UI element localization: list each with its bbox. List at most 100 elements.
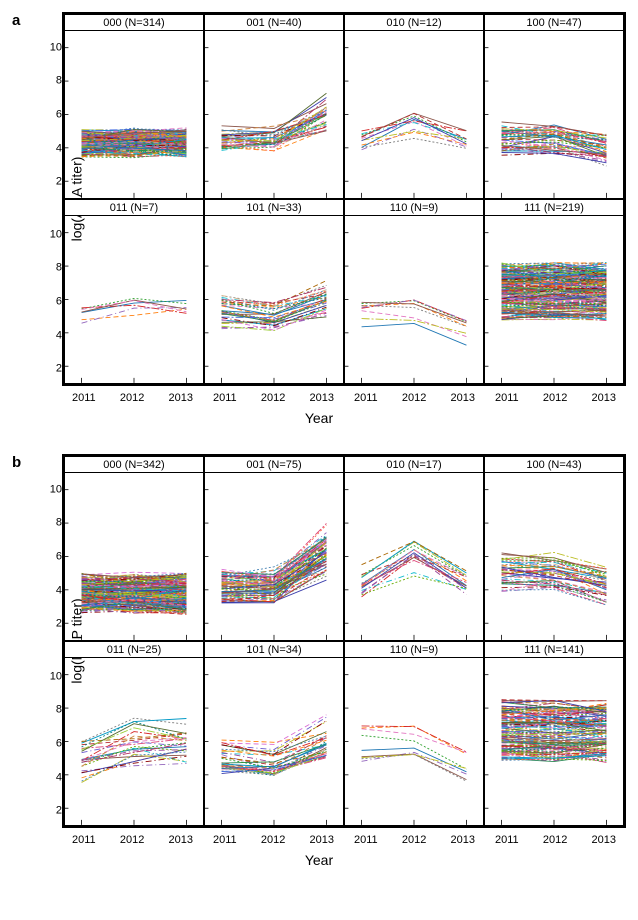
facet-cell: 100 (N=43) — [484, 456, 624, 641]
x-tick: 2012 — [120, 392, 144, 404]
plot-area — [205, 473, 343, 640]
series-line — [222, 93, 327, 136]
plot-area — [205, 216, 343, 383]
facet-cell: 110 (N=9) — [344, 641, 484, 826]
x-ticks: 2011 2012 2013 — [485, 834, 626, 846]
plot-svg — [65, 473, 203, 640]
facet-cell: 010 (N=17) — [344, 456, 484, 641]
facet-title: 001 (N=40) — [205, 15, 343, 31]
plot-svg — [345, 31, 483, 198]
figure: a224466881010log(AMA titer)000 (N=314)00… — [12, 12, 626, 868]
plot-svg — [485, 473, 623, 640]
y-tick: 10 — [50, 229, 62, 240]
series-line — [222, 715, 327, 745]
x-tick: 2012 — [402, 834, 426, 846]
facet-cell: 011 (N=25) — [64, 641, 204, 826]
y-axis: 224466881010log(MSP titer) — [36, 454, 62, 828]
facet-cell: 100 (N=47) — [484, 14, 624, 199]
plot-area — [345, 658, 483, 825]
x-ticks: 201120122013 — [62, 834, 203, 846]
plot-svg — [485, 216, 623, 383]
series-line — [82, 300, 187, 312]
plot-svg — [345, 216, 483, 383]
x-tick: 2013 — [592, 392, 616, 404]
x-ticks: 201120122013 — [203, 392, 344, 404]
y-tick: 4 — [56, 330, 62, 341]
x-tick: 2012 — [402, 392, 426, 404]
facet-cell: 000 (N=314) — [64, 14, 204, 199]
plot-area — [205, 31, 343, 198]
plot-area — [345, 31, 483, 198]
panel-group-b: b224466881010log(MSP titer)000 (N=342)00… — [12, 454, 626, 868]
plot-svg — [345, 658, 483, 825]
y-tick: 6 — [56, 109, 62, 120]
y-tick: 8 — [56, 705, 62, 716]
x-tick: 2012 — [261, 834, 285, 846]
x-tick: 2011 — [495, 392, 519, 404]
facet-cell: 001 (N=40) — [204, 14, 344, 199]
plot-svg — [345, 473, 483, 640]
facet-title: 100 (N=43) — [485, 457, 623, 473]
facet-title: 101 (N=34) — [205, 642, 343, 658]
panel-group-a: a224466881010log(AMA titer)000 (N=314)00… — [12, 12, 626, 426]
x-tick: 2012 — [543, 392, 567, 404]
y-tick: 10 — [50, 484, 62, 495]
x-tick: 2013 — [592, 834, 616, 846]
panel-label: a — [12, 12, 20, 29]
plot-svg — [65, 658, 203, 825]
series-line — [362, 324, 467, 346]
facet-title: 110 (N=9) — [345, 200, 483, 216]
facet-title: 110 (N=9) — [345, 642, 483, 658]
x-tick: 2011 — [354, 392, 378, 404]
x-tick-row: 2011201220132011201220132011201220132011… — [62, 392, 626, 404]
facet-title: 101 (N=33) — [205, 200, 343, 216]
series-line — [362, 755, 467, 769]
y-tick: 4 — [56, 772, 62, 783]
y-tick: 6 — [56, 738, 62, 749]
plot-svg — [65, 31, 203, 198]
x-ticks: 2011 2012 2013 — [344, 834, 485, 846]
facet-title: 010 (N=17) — [345, 457, 483, 473]
facet-grid: 000 (N=342)001 (N=75)010 (N=17)100 (N=43… — [62, 454, 626, 828]
x-tick: 2013 — [451, 834, 475, 846]
facet-title: 011 (N=25) — [65, 642, 203, 658]
facet-title: 011 (N=7) — [65, 200, 203, 216]
x-ticks: 201120122013 — [62, 392, 203, 404]
facet-cell: 111 (N=141) — [484, 641, 624, 826]
plot-area — [205, 658, 343, 825]
x-tick: 2011 — [495, 834, 519, 846]
plot-svg — [65, 216, 203, 383]
x-tick: 2013 — [169, 834, 193, 846]
x-axis-label: Year — [12, 852, 626, 868]
y-tick: 10 — [50, 671, 62, 682]
facet-title: 111 (N=219) — [485, 200, 623, 216]
y-tick: 6 — [56, 296, 62, 307]
y-axis: 224466881010log(AMA titer) — [36, 12, 62, 386]
x-tick: 2013 — [310, 392, 334, 404]
facet-cell: 001 (N=75) — [204, 456, 344, 641]
y-tick: 10 — [50, 42, 62, 53]
series-line — [362, 748, 467, 772]
facet-title: 100 (N=47) — [485, 15, 623, 31]
facet-cell: 000 (N=342) — [64, 456, 204, 641]
x-tick: 2011 — [213, 392, 237, 404]
plot-area — [65, 658, 203, 825]
x-tick: 2012 — [120, 834, 144, 846]
series-line — [222, 98, 327, 136]
y-tick: 2 — [56, 177, 62, 188]
facet-title: 111 (N=141) — [485, 642, 623, 658]
y-tick: 2 — [56, 806, 62, 817]
series-line — [362, 550, 467, 585]
plot-area — [485, 216, 623, 383]
y-tick: 8 — [56, 518, 62, 529]
plot-svg — [205, 216, 343, 383]
x-ticks: 201120122013 — [203, 834, 344, 846]
x-tick: 2011 — [354, 834, 378, 846]
series-line — [222, 733, 327, 742]
plot-area — [65, 216, 203, 383]
x-tick: 2012 — [543, 834, 567, 846]
series-line — [362, 550, 467, 586]
plot-svg — [205, 473, 343, 640]
x-tick: 2013 — [451, 392, 475, 404]
panel-label: b — [12, 454, 21, 471]
